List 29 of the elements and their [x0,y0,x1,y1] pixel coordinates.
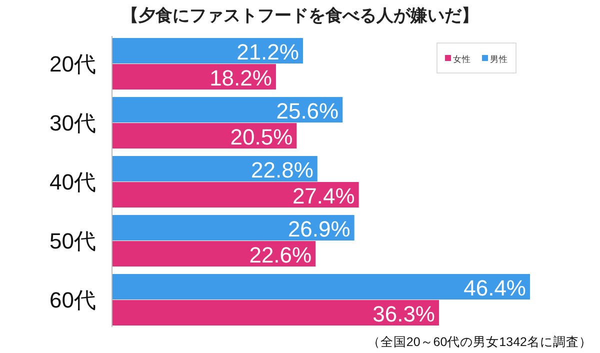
bar [112,215,354,240]
bar [112,123,297,148]
data-label: 46.4% [464,276,526,300]
bar [112,64,276,90]
data-label: 18.2% [210,66,272,90]
bar [112,38,303,64]
data-label: 27.4% [292,184,355,208]
text: （全国20～60代の男女1342名に調査） [367,335,592,349]
data-label: 22.6% [249,242,312,268]
data-label: 22.8% [251,158,314,182]
data-label: 26.9% [288,216,350,242]
bar [112,300,440,326]
y-tick-label: 40代 [50,170,96,194]
y-tick-label: 50代 [50,228,96,254]
y-tick-label: 20代 [50,52,96,76]
legend-label: 男性 [490,54,508,64]
bar [112,241,316,266]
legend-label: 女性 [453,54,471,64]
bar [112,97,343,122]
data-label: 36.3% [372,302,436,326]
chart-title: 【夕食にファストフードを食べる人が嫌いだ】 [122,6,478,25]
data-label: 21.2% [236,40,299,64]
bar [112,182,359,208]
data-label: 25.6% [276,98,339,124]
y-tick-label: 60代 [50,288,96,312]
data-label: 20.5% [230,124,293,150]
bar [112,274,530,300]
y-tick-label: 30代 [50,110,96,136]
bar [112,156,318,182]
